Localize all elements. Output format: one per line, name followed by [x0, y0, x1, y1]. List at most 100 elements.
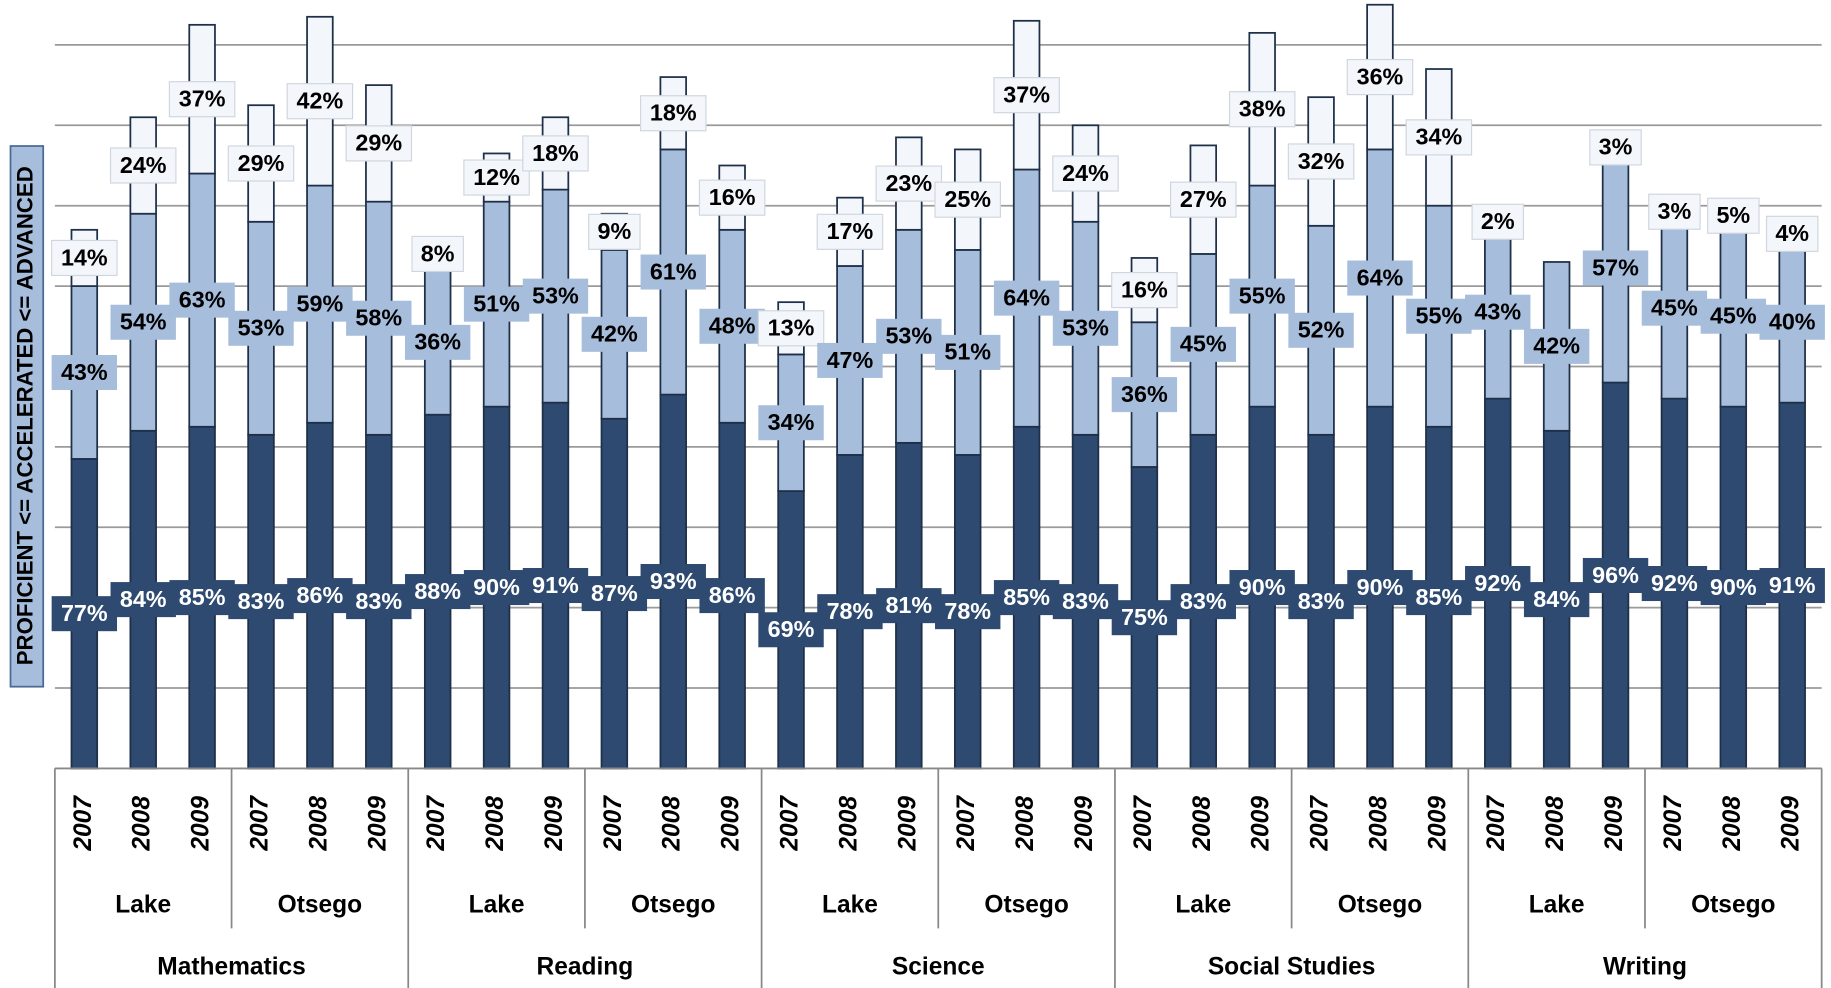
- value-label: 45%: [1180, 331, 1227, 357]
- value-label-box: [817, 594, 883, 630]
- value-label: 48%: [709, 313, 756, 339]
- value-label: 9%: [597, 218, 631, 244]
- value-label: 83%: [355, 588, 402, 614]
- value-label-box: [463, 286, 530, 322]
- value-label-box: [109, 147, 177, 184]
- value-label: 58%: [355, 305, 402, 331]
- value-label: 3%: [1658, 198, 1692, 224]
- value-label-box: [51, 239, 118, 277]
- value-label: 85%: [179, 584, 226, 610]
- value-label: 63%: [179, 286, 226, 312]
- x-tick-label: 2007: [423, 795, 450, 852]
- value-label-box: [1471, 203, 1525, 240]
- value-label: 75%: [1121, 604, 1168, 630]
- value-label-box: [1111, 272, 1178, 309]
- x-tick-label: 2008: [659, 796, 686, 852]
- y-axis-label: PROFICIENT <= ACCELERATED <= ADVANCED: [13, 166, 38, 665]
- value-label: 77%: [61, 600, 108, 626]
- value-label: 78%: [827, 598, 874, 624]
- value-label-box: [876, 318, 942, 354]
- x-tick-label: 2007: [246, 795, 273, 852]
- value-label-box: [169, 580, 235, 616]
- value-label: 91%: [532, 572, 579, 598]
- value-label: 14%: [61, 244, 108, 270]
- value-label: 37%: [1003, 81, 1050, 107]
- value-label-box: [1589, 129, 1642, 166]
- value-label-box: [1641, 566, 1708, 602]
- value-label: 29%: [238, 150, 285, 176]
- value-label-box: [1759, 568, 1825, 604]
- value-label-box: [640, 254, 706, 290]
- value-label: 16%: [1121, 276, 1168, 302]
- value-label-box: [935, 594, 1001, 630]
- value-label: 53%: [1062, 315, 1109, 341]
- x-tick-label: 2007: [600, 795, 627, 852]
- county-label: Otsego: [984, 892, 1068, 919]
- value-label: 17%: [827, 218, 874, 244]
- value-label: 93%: [650, 568, 697, 594]
- value-label-box: [463, 159, 530, 196]
- value-label: 42%: [591, 321, 638, 347]
- value-label-box: [1465, 566, 1531, 602]
- value-label: 78%: [944, 598, 991, 624]
- value-label: 90%: [1710, 574, 1757, 600]
- value-label-box: [581, 576, 648, 612]
- county-label: Otsego: [1691, 892, 1775, 919]
- value-label-box: [816, 213, 884, 250]
- subject-label: Reading: [537, 954, 634, 981]
- y-label-box: [9, 145, 45, 688]
- value-label-box: [1288, 312, 1354, 348]
- value-label: 42%: [1533, 333, 1580, 359]
- value-label: 34%: [768, 409, 815, 435]
- value-label: 12%: [473, 164, 520, 190]
- x-tick-label: 2007: [1130, 795, 1157, 852]
- value-label-box: [581, 316, 648, 352]
- value-label-box: [51, 354, 118, 391]
- value-label-box: [1170, 584, 1236, 620]
- value-label: 83%: [1062, 588, 1109, 614]
- value-label-box: [1228, 91, 1296, 128]
- value-label-box: [1111, 377, 1178, 413]
- value-label: 83%: [1298, 588, 1345, 614]
- value-label: 87%: [591, 580, 638, 606]
- value-label-box: [1406, 298, 1472, 334]
- value-label-box: [463, 570, 530, 606]
- value-label-box: [404, 324, 471, 360]
- value-label-box: [817, 342, 883, 378]
- value-label: 91%: [1769, 572, 1816, 598]
- value-label: 84%: [1533, 586, 1580, 612]
- value-label-box: [287, 578, 353, 614]
- value-label: 2%: [1481, 208, 1515, 234]
- value-label: 13%: [768, 315, 815, 341]
- value-label: 36%: [1357, 63, 1404, 89]
- x-tick-label: 2008: [1012, 796, 1039, 852]
- value-label-box: [1582, 557, 1649, 593]
- value-label: 27%: [1180, 186, 1227, 212]
- value-label-box: [345, 125, 413, 162]
- value-label-box: [876, 588, 942, 624]
- x-tick-label: 2009: [1071, 796, 1098, 852]
- value-label: 4%: [1775, 220, 1809, 246]
- value-label: 55%: [1239, 282, 1286, 308]
- x-tick-label: 2008: [129, 796, 156, 852]
- value-label: 43%: [1474, 299, 1521, 325]
- value-label-box: [935, 334, 1001, 370]
- value-label: 54%: [120, 309, 167, 335]
- value-label: 43%: [61, 359, 108, 385]
- value-label-box: [1111, 600, 1178, 636]
- value-label: 85%: [1415, 584, 1462, 610]
- x-tick-label: 2009: [541, 796, 568, 852]
- value-label: 24%: [120, 152, 167, 178]
- x-tick-label: 2007: [777, 795, 804, 852]
- value-label: 90%: [1239, 574, 1286, 600]
- value-label-box: [1641, 290, 1708, 326]
- county-label: Lake: [469, 892, 525, 919]
- county-label: Lake: [1529, 892, 1585, 919]
- value-label-box: [1052, 584, 1119, 620]
- value-label: 90%: [473, 574, 520, 600]
- x-tick-label: 2008: [305, 796, 332, 852]
- value-label-box: [1170, 326, 1236, 362]
- value-label-box: [758, 405, 824, 441]
- x-tick-label: 2007: [1660, 795, 1687, 852]
- value-label-box: [346, 584, 412, 620]
